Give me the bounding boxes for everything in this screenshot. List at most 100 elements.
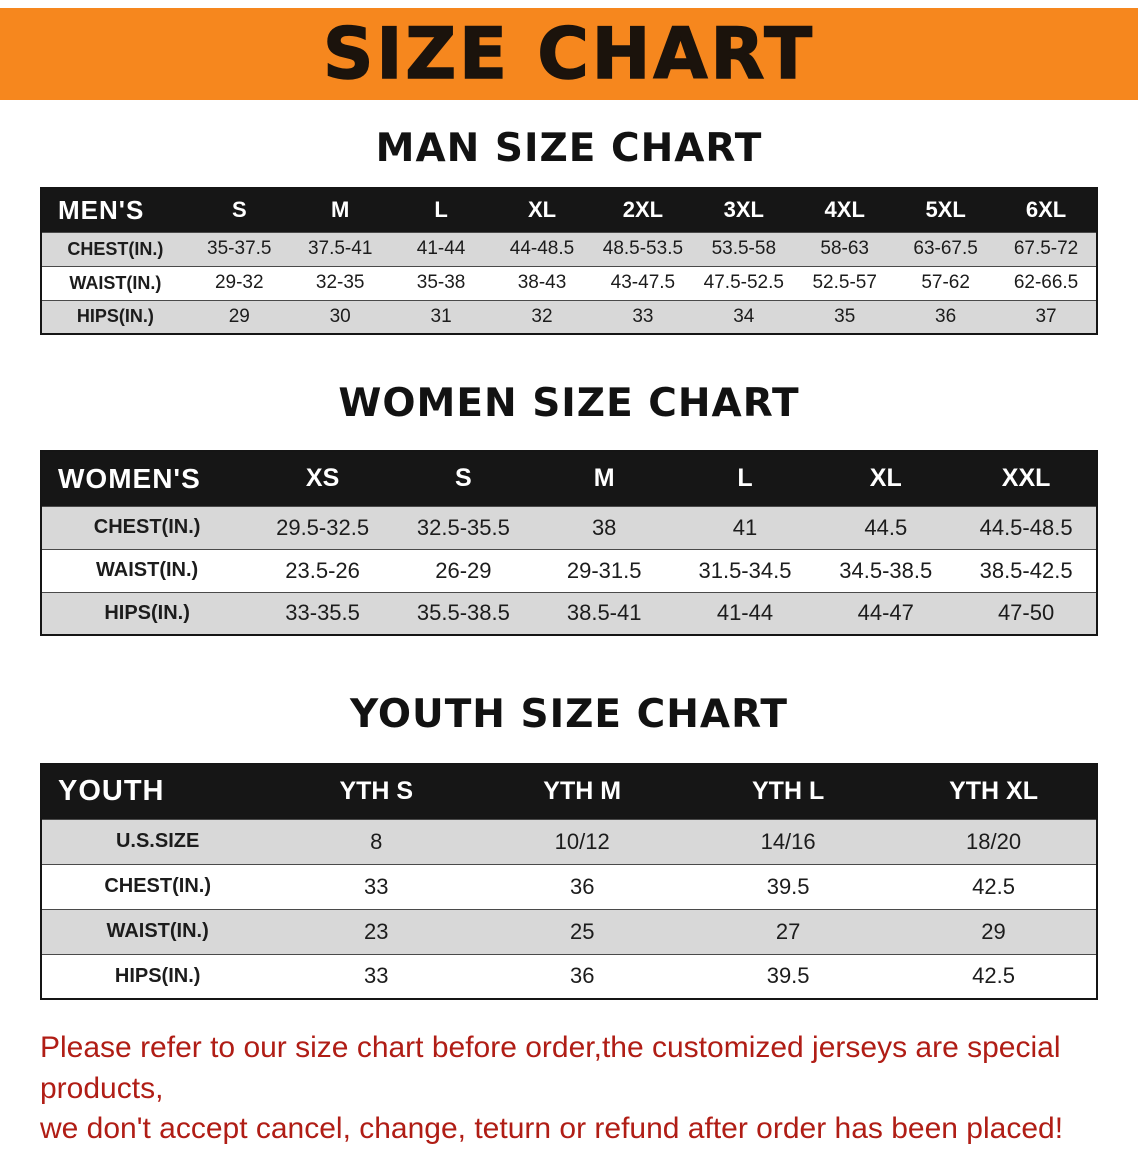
size-header-cell: XL <box>491 188 593 232</box>
value-cell: 41-44 <box>416 238 466 259</box>
table-header-row: WOMEN'S XS S M L XL XXL <box>41 451 1097 506</box>
row-label-cell: WAIST(IN.) <box>69 272 162 293</box>
value-cell: 34 <box>733 305 755 327</box>
disclaimer-line-1: Please refer to our size chart before or… <box>40 1031 1061 1105</box>
size-chart-banner: SIZE CHART <box>0 8 1138 100</box>
value-cell: 29-32 <box>214 272 264 293</box>
value-cell: 44.5 <box>864 514 908 540</box>
value-cell: 35.5-38.5 <box>416 600 510 626</box>
youth-size-section: YOUTH SIZE CHART YOUTH YTH S YTH M YTH L YTH… <box>0 692 1138 1000</box>
size-header-cell: L <box>674 451 816 506</box>
size-header-cell: 3XL <box>693 188 795 232</box>
value-cell: 31 <box>430 305 452 327</box>
size-header-cell: 2XL <box>592 188 694 232</box>
size-header-cell: YTH M <box>479 764 686 819</box>
table-row: WAIST(IN.) 29-32 32-35 35-38 38-43 43-47.5 47.… <box>41 266 1097 300</box>
men-size-table: MEN'S S M L XL 2XL 3XL 4XL 5XL 6XL CHEST(IN.) 35-37… <box>40 187 1098 335</box>
value-cell: 29 <box>981 918 1006 944</box>
value-cell: 29 <box>228 305 250 327</box>
table-row: U.S.SIZE 8 10/12 14/16 18/20 <box>41 819 1097 864</box>
size-header-cell: S <box>392 451 534 506</box>
value-cell: 29-31.5 <box>566 557 642 583</box>
value-cell: 42.5 <box>972 963 1015 989</box>
row-label-cell: CHEST(IN.) <box>104 875 211 897</box>
size-header-cell: YTH S <box>273 764 480 819</box>
value-cell: 44-47 <box>857 600 914 626</box>
size-header-cell: 5XL <box>895 188 997 232</box>
value-cell: 33 <box>364 873 389 899</box>
value-cell: 36 <box>569 873 595 899</box>
value-cell: 63-67.5 <box>913 238 978 259</box>
women-size-section: WOMEN SIZE CHART WOMEN'S XS S M L XL XXL CHEST(… <box>0 381 1138 636</box>
value-cell: 38 <box>591 514 617 540</box>
table-row: CHEST(IN.) 35-37.5 37.5-41 41-44 44-48.5 48.5… <box>41 232 1097 266</box>
size-header-cell: XL <box>815 451 957 506</box>
value-cell: 35 <box>834 305 856 327</box>
value-cell: 39.5 <box>766 963 810 989</box>
value-cell: 47.5-52.5 <box>703 272 784 293</box>
value-cell: 38.5-42.5 <box>979 557 1073 583</box>
value-cell: 36 <box>569 963 595 989</box>
banner-title: SIZE CHART <box>322 13 816 95</box>
value-cell: 14/16 <box>760 828 816 854</box>
table-row: WAIST(IN.) 23 25 27 29 <box>41 909 1097 954</box>
value-cell: 35-37.5 <box>207 238 272 259</box>
value-cell: 41-44 <box>716 600 774 626</box>
table-row: HIPS(IN.) 33 36 39.5 42.5 <box>41 954 1097 999</box>
row-label-cell: CHEST(IN.) <box>93 516 201 538</box>
table-title-cell: YOUTH <box>41 764 274 819</box>
value-cell: 29.5-32.5 <box>276 514 370 540</box>
size-header-cell: 4XL <box>794 188 896 232</box>
value-cell: 30 <box>329 305 351 327</box>
size-header-cell: YTH XL <box>891 764 1097 819</box>
table-header-row: MEN'S S M L XL 2XL 3XL 4XL 5XL 6XL <box>41 188 1097 232</box>
size-header-cell: M <box>289 188 391 232</box>
value-cell: 52.5-57 <box>812 272 877 293</box>
value-cell: 57-62 <box>921 272 970 293</box>
women-size-table-wrap: WOMEN'S XS S M L XL XXL CHEST(IN.) 29.5-32.5 32.5… <box>40 450 1098 636</box>
value-cell: 10/12 <box>554 828 610 854</box>
youth-size-table: YOUTH YTH S YTH M YTH L YTH XL U.S.SIZE 8 10/12… <box>40 763 1098 1000</box>
disclaimer-line-2: we don't accept cancel, change, teturn o… <box>40 1112 1064 1145</box>
size-header-cell: M <box>533 451 675 506</box>
table-header-row: YOUTH YTH S YTH M YTH L YTH XL <box>41 764 1097 819</box>
value-cell: 33 <box>364 963 389 989</box>
value-cell: 33-35.5 <box>285 600 360 626</box>
table-row: HIPS(IN.) 29 30 31 32 33 34 35 36 37 <box>41 300 1097 334</box>
value-cell: 32 <box>531 305 553 327</box>
size-header-cell: 6XL <box>996 188 1097 232</box>
value-cell: 35-38 <box>416 272 466 293</box>
value-cell: 31.5-34.5 <box>698 557 792 583</box>
table-row: HIPS(IN.) 33-35.5 35.5-38.5 38.5-41 41-44 44-… <box>41 592 1097 635</box>
value-cell: 25 <box>569 918 595 944</box>
value-cell: 39.5 <box>766 873 810 899</box>
value-cell: 41 <box>732 514 758 540</box>
value-cell: 23.5-26 <box>285 557 360 583</box>
value-cell: 48.5-53.5 <box>602 238 684 259</box>
row-label-cell: WAIST(IN.) <box>106 920 209 942</box>
youth-size-table-wrap: YOUTH YTH S YTH M YTH L YTH XL U.S.SIZE 8 10/12… <box>40 763 1098 1000</box>
value-cell: 26-29 <box>435 557 492 583</box>
size-header-cell: XXL <box>956 451 1097 506</box>
table-row: CHEST(IN.) 33 36 39.5 42.5 <box>41 864 1097 909</box>
women-size-table: WOMEN'S XS S M L XL XXL CHEST(IN.) 29.5-32.5 32.5… <box>40 450 1098 636</box>
disclaimer: Please refer to our size chart before or… <box>40 1028 1098 1150</box>
table-row: CHEST(IN.) 29.5-32.5 32.5-35.5 38 41 44.5 44.5… <box>41 506 1097 549</box>
row-label-cell: CHEST(IN.) <box>67 238 164 259</box>
size-header-cell: YTH L <box>685 764 892 819</box>
value-cell: 36 <box>935 305 957 327</box>
value-cell: 58-63 <box>820 238 870 259</box>
table-title-cell: MEN'S <box>41 188 189 232</box>
value-cell: 47-50 <box>997 600 1055 626</box>
value-cell: 44.5-48.5 <box>979 514 1073 540</box>
value-cell: 23 <box>364 918 389 944</box>
table-row: WAIST(IN.) 23.5-26 26-29 29-31.5 31.5-34.5 34… <box>41 549 1097 592</box>
value-cell: 67.5-72 <box>1013 238 1079 259</box>
row-label-cell: U.S.SIZE <box>115 830 200 852</box>
size-header-cell: XS <box>252 451 393 506</box>
value-cell: 53.5-58 <box>711 238 777 259</box>
value-cell: 32-35 <box>315 272 365 293</box>
row-label-cell: HIPS(IN.) <box>104 601 190 624</box>
men-size-section: MAN SIZE CHART MEN'S S M L XL 2XL 3XL 4XL 5XL 6XL… <box>0 126 1138 335</box>
youth-section-heading: YOUTH SIZE CHART <box>350 692 788 737</box>
